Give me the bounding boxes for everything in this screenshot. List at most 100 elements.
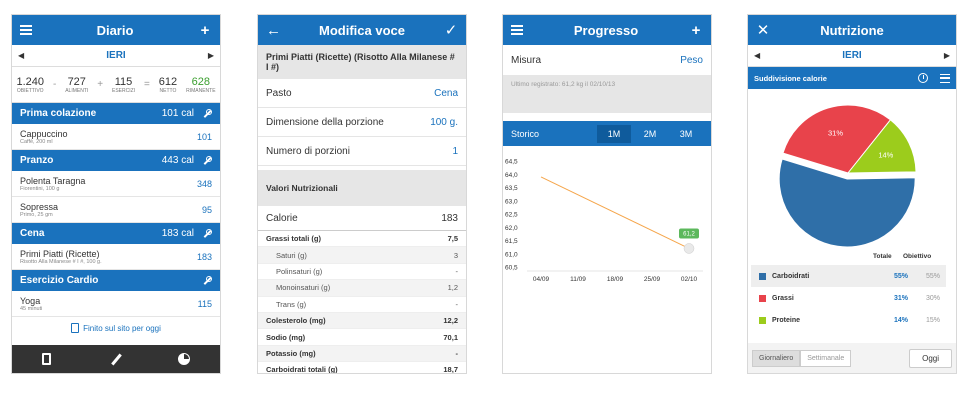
y-tick-label: 61,5	[505, 238, 518, 245]
item-sub: Caffè, 200 ml	[20, 138, 53, 145]
data-point[interactable]	[683, 243, 695, 254]
finish-day-link[interactable]: Finito sul sito per oggi	[12, 317, 220, 339]
next-day-icon[interactable]: ▶	[207, 51, 214, 60]
list-icon[interactable]	[940, 73, 950, 83]
item-val: 115	[197, 298, 212, 309]
add-icon[interactable]: +	[691, 21, 701, 39]
wrench-icon[interactable]	[202, 155, 212, 166]
nutrient-value: 18,7	[443, 365, 458, 374]
field-meal[interactable]: Pasto Cena	[258, 79, 466, 108]
summary-exercise: 115	[114, 75, 133, 88]
wrench-icon[interactable]	[202, 228, 212, 239]
progresso-screen: Progresso + Misura Peso Ultimo registrato…	[502, 14, 712, 374]
diary-icon[interactable]	[42, 353, 51, 365]
tab-weekly[interactable]: Settimanale	[800, 349, 852, 367]
wrench-icon[interactable]	[202, 275, 212, 286]
section-lunch[interactable]: Pranzo 443 cal	[12, 150, 220, 171]
bottom-toolbar	[12, 345, 220, 373]
list-item[interactable]: Polenta Taragna Fiorentini, 100 g 348	[12, 171, 220, 197]
y-tick-label: 62,5	[505, 212, 518, 219]
nutrient-label: Potassio (mg)	[266, 348, 316, 358]
row-name: Carboidrati	[772, 272, 810, 280]
current-date[interactable]: IERI	[106, 50, 126, 61]
nutrient-row: Grassi totali (g) 7,5	[258, 231, 466, 248]
nutrient-row: Trans (g) -	[258, 297, 466, 313]
nutrient-label: Monoinsaturi (g)	[276, 283, 331, 293]
nutrient-value: 12,2	[443, 316, 458, 326]
item-sub: 45 minuti	[20, 305, 43, 312]
current-date[interactable]: IERI	[842, 50, 862, 61]
list-item[interactable]: Primi Piatti (Ricette) Risotto Alla Milan…	[12, 244, 220, 270]
range-2m-button[interactable]: 2M	[643, 128, 657, 139]
item-name: Cappuccino	[20, 128, 68, 139]
section-breakfast[interactable]: Prima colazione 101 cal	[12, 103, 220, 124]
nutrient-label: Saturi (g)	[276, 250, 307, 260]
list-item[interactable]: Yoga 45 minuti 115	[12, 291, 220, 317]
nutrient-row: Monoinsaturi (g) 1,2	[258, 280, 466, 297]
close-icon[interactable]: ✕	[756, 21, 770, 39]
checkmark-icon[interactable]: ✓	[444, 21, 458, 39]
y-tick-label: 62,0	[505, 225, 518, 232]
finish-label: Finito sul sito per oggi	[83, 323, 161, 333]
item-name: Primi Piatti (Ricette)	[20, 248, 100, 259]
item-name: Yoga	[20, 295, 41, 306]
page-title: Modifica voce	[319, 22, 405, 38]
measure-value: Peso	[680, 54, 703, 66]
field-servings[interactable]: Numero di porzioni 1	[258, 137, 466, 166]
measure-selector[interactable]: Misura Peso	[503, 45, 711, 75]
summary-remaining: 628	[191, 75, 210, 88]
section-cal: 183 cal	[161, 228, 194, 239]
tab-daily[interactable]: Giornaliero	[752, 349, 801, 367]
row-total: 31%	[893, 294, 908, 302]
x-tick-label: 11/09	[570, 276, 586, 283]
pencil-icon[interactable]	[111, 353, 122, 365]
section-name: Esercizio Cardio	[20, 275, 99, 286]
item-sub: Primo, 25 gm	[20, 211, 53, 218]
field-serving-size[interactable]: Dimensione della porzione 100 g.	[258, 108, 466, 137]
summary-remaining-label: RIMANENTE	[186, 87, 216, 94]
section-cardio[interactable]: Esercizio Cardio	[12, 270, 220, 291]
section-dinner[interactable]: Cena 183 cal	[12, 223, 220, 244]
item-sub: Fiorentini, 100 g	[20, 185, 60, 192]
nutrient-row: Colesterolo (mg) 12,2	[258, 312, 466, 330]
today-button[interactable]: Oggi	[909, 348, 952, 368]
nutrient-value: 7,5	[447, 234, 458, 244]
list-item[interactable]: Sopressa Primo, 25 gm 95	[12, 197, 220, 223]
date-selector: ◀ IERI ▶	[748, 45, 956, 67]
pie-slice-carboidrati[interactable]	[778, 158, 916, 248]
item-val: 183	[196, 251, 212, 262]
nutrient-label: Grassi totali (g)	[266, 234, 322, 244]
next-day-icon[interactable]: ▶	[943, 51, 950, 60]
nutrient-value: 1,2	[447, 283, 458, 293]
nutrient-label: Trans (g)	[276, 299, 307, 309]
prev-day-icon[interactable]: ◀	[18, 51, 25, 60]
range-3m-button[interactable]: 3M	[679, 128, 693, 139]
nutrient-label: Sodio (mg)	[266, 332, 306, 342]
prev-day-icon[interactable]: ◀	[754, 51, 761, 60]
menu-icon[interactable]	[511, 25, 523, 35]
pie-slice-proteine[interactable]	[846, 119, 917, 174]
y-tick-label: 60,5	[505, 265, 518, 272]
range-1m-button[interactable]: 1M	[597, 124, 631, 143]
clock-icon[interactable]	[918, 73, 928, 83]
field-label: Dimensione della porzione	[266, 116, 384, 128]
macro-pie-chart: 55%31%14%	[778, 105, 917, 248]
menu-icon[interactable]	[20, 25, 32, 35]
modifica-screen: ← Modifica voce ✓ Primi Piatti (Ricette)…	[257, 14, 467, 374]
summary-food-label: ALIMENTI	[65, 87, 89, 94]
back-arrow-icon[interactable]: ←	[266, 21, 281, 39]
wrench-icon[interactable]	[202, 108, 212, 119]
history-bar: Storico 1M 2M 3M	[503, 121, 711, 146]
value-bubble	[679, 228, 699, 239]
list-item[interactable]: Cappuccino Caffè, 200 ml 101	[12, 124, 220, 150]
row-name: Proteine	[772, 316, 801, 324]
x-tick-label: 02/10	[681, 276, 698, 283]
weight-chart: 64,5 64,0 63,5 63,0 62,5 62,0 61,5 61,0 60,5 04/0…	[505, 159, 703, 283]
nutrient-value: -	[455, 348, 459, 358]
nutrizione-topbar: ✕ Nutrizione	[748, 15, 956, 45]
pie-slice-grassi[interactable]	[782, 105, 892, 174]
item-name: Sopressa	[20, 201, 59, 212]
pie-chart-icon[interactable]	[178, 353, 190, 365]
add-icon[interactable]: +	[200, 21, 210, 39]
summary-net-label: NETTO	[159, 87, 177, 94]
